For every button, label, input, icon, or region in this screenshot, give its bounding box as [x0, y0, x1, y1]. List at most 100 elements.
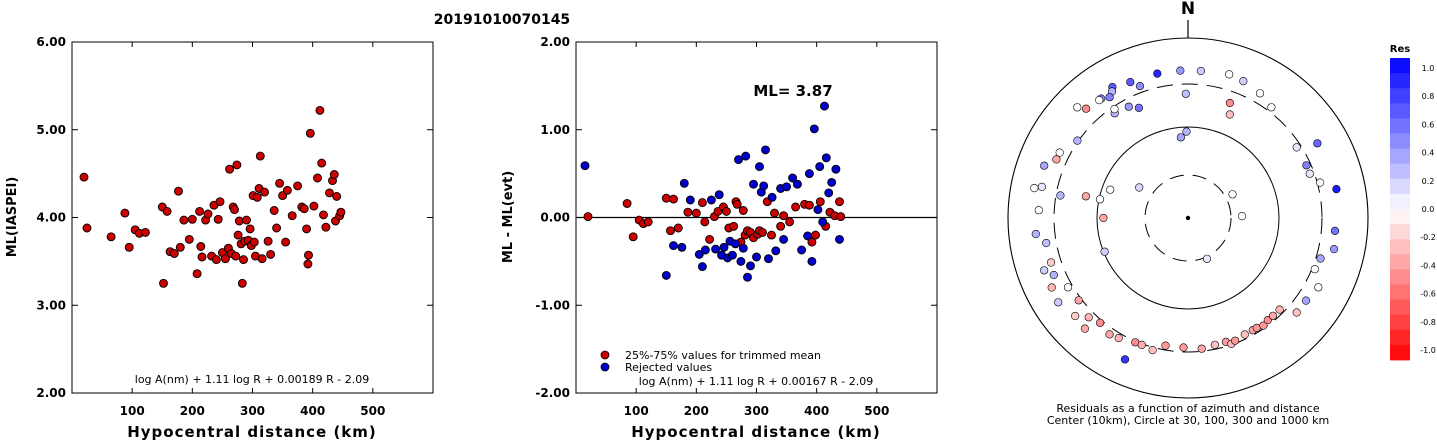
station-point — [1313, 139, 1322, 148]
station-point — [1073, 103, 1082, 112]
data-points — [79, 105, 346, 288]
colorbar-swatch — [1390, 148, 1410, 165]
station-point — [1105, 93, 1114, 102]
colorbar-swatch — [1390, 284, 1410, 300]
y-tick-label: -1.00 — [535, 298, 570, 312]
data-point — [824, 188, 834, 198]
colorbar-swatch — [1390, 178, 1410, 195]
formula-label: log A(nm) + 1.11 log R + 0.00167 R - 2.0… — [639, 375, 873, 388]
data-point — [169, 249, 179, 258]
data-point — [788, 173, 798, 183]
data-point — [661, 270, 671, 280]
colorbar-tick-label: -0.2 — [1420, 233, 1436, 242]
data-point — [741, 151, 751, 161]
ring-1000km — [1007, 37, 1369, 399]
x-tick-label: 500 — [864, 404, 889, 418]
data-point — [691, 208, 701, 218]
ring-300km — [1053, 83, 1323, 353]
data-point — [332, 191, 342, 201]
data-point — [309, 201, 319, 211]
colorbar-swatch — [1390, 344, 1410, 361]
tick-marks — [576, 41, 937, 394]
data-point — [732, 199, 742, 209]
data-point — [697, 198, 707, 208]
data-point — [197, 252, 207, 262]
data-point — [255, 151, 265, 161]
station-point — [1040, 161, 1049, 170]
station-point — [1080, 324, 1089, 333]
station-point — [1095, 318, 1105, 327]
data-point — [179, 215, 189, 225]
station-point — [1202, 254, 1212, 263]
data-point — [785, 217, 795, 227]
data-point — [252, 192, 262, 202]
data-point — [269, 206, 279, 215]
data-point — [203, 209, 213, 219]
data-point — [211, 255, 221, 265]
data-point — [758, 227, 767, 237]
y-axis-label: ML(IASPEI) — [5, 177, 20, 258]
colorbar-tick-label: 0.8 — [1422, 92, 1435, 101]
station-point — [1225, 110, 1234, 119]
colorbar-tick-label: 0.2 — [1422, 177, 1435, 186]
colorbar-tick-label: 1.0 — [1422, 64, 1435, 73]
data-point — [643, 217, 653, 227]
data-point — [791, 202, 801, 212]
y-tick-label: 2.00 — [36, 386, 66, 400]
data-point — [803, 231, 813, 241]
colorbar-swatch — [1390, 254, 1410, 270]
data-point — [729, 221, 739, 231]
data-point — [821, 153, 831, 163]
station-point — [1268, 311, 1278, 320]
data-point — [329, 170, 339, 179]
station-point — [1181, 89, 1190, 98]
data-point — [213, 214, 223, 224]
station-point — [1126, 77, 1135, 87]
data-point — [738, 243, 748, 253]
data-point — [175, 242, 185, 252]
data-point — [797, 245, 807, 255]
station-point — [1176, 133, 1185, 142]
data-point — [583, 212, 593, 222]
station-point — [1081, 192, 1090, 201]
data-point — [815, 197, 825, 207]
station-point — [1056, 191, 1065, 200]
data-point — [694, 249, 704, 259]
data-point — [813, 205, 823, 215]
station-point — [1135, 81, 1145, 91]
event-title: 20191010070145 — [434, 12, 570, 28]
data-point — [771, 246, 781, 256]
data-point — [818, 217, 828, 227]
x-tick-label: 100 — [120, 404, 145, 418]
station-point — [1239, 76, 1248, 86]
legend-marker-trimmed — [600, 350, 610, 360]
station-point — [1084, 313, 1093, 322]
data-point — [831, 164, 841, 174]
station-point — [1042, 238, 1051, 248]
station-point — [1114, 333, 1123, 343]
data-point — [313, 173, 322, 183]
station-point — [1210, 340, 1219, 349]
data-point — [215, 197, 225, 207]
station-point — [1030, 184, 1039, 193]
station-point — [1124, 102, 1133, 111]
station-point — [1275, 305, 1284, 314]
station-point — [1267, 103, 1276, 112]
station-point — [1182, 127, 1191, 136]
data-point — [827, 177, 837, 187]
data-point — [666, 226, 675, 236]
y-axis-label: ML - ML(evt) — [501, 171, 516, 263]
data-point — [230, 205, 239, 215]
station-point — [1037, 182, 1046, 191]
data-point — [743, 272, 752, 282]
data-point — [809, 124, 819, 134]
colorbar-tick-label: 0.0 — [1422, 205, 1435, 214]
caption-line-2: Center (10km), Circle at 30, 100, 300 an… — [1047, 414, 1329, 427]
x-axis-label: Hypocentral distance (km) — [127, 423, 377, 441]
data-point — [303, 259, 313, 269]
x-tick-label: 100 — [624, 404, 649, 418]
data-point — [679, 178, 689, 188]
data-point — [282, 185, 292, 195]
colorbar-tick-label: 0.4 — [1422, 149, 1435, 158]
station-point — [1225, 98, 1234, 108]
